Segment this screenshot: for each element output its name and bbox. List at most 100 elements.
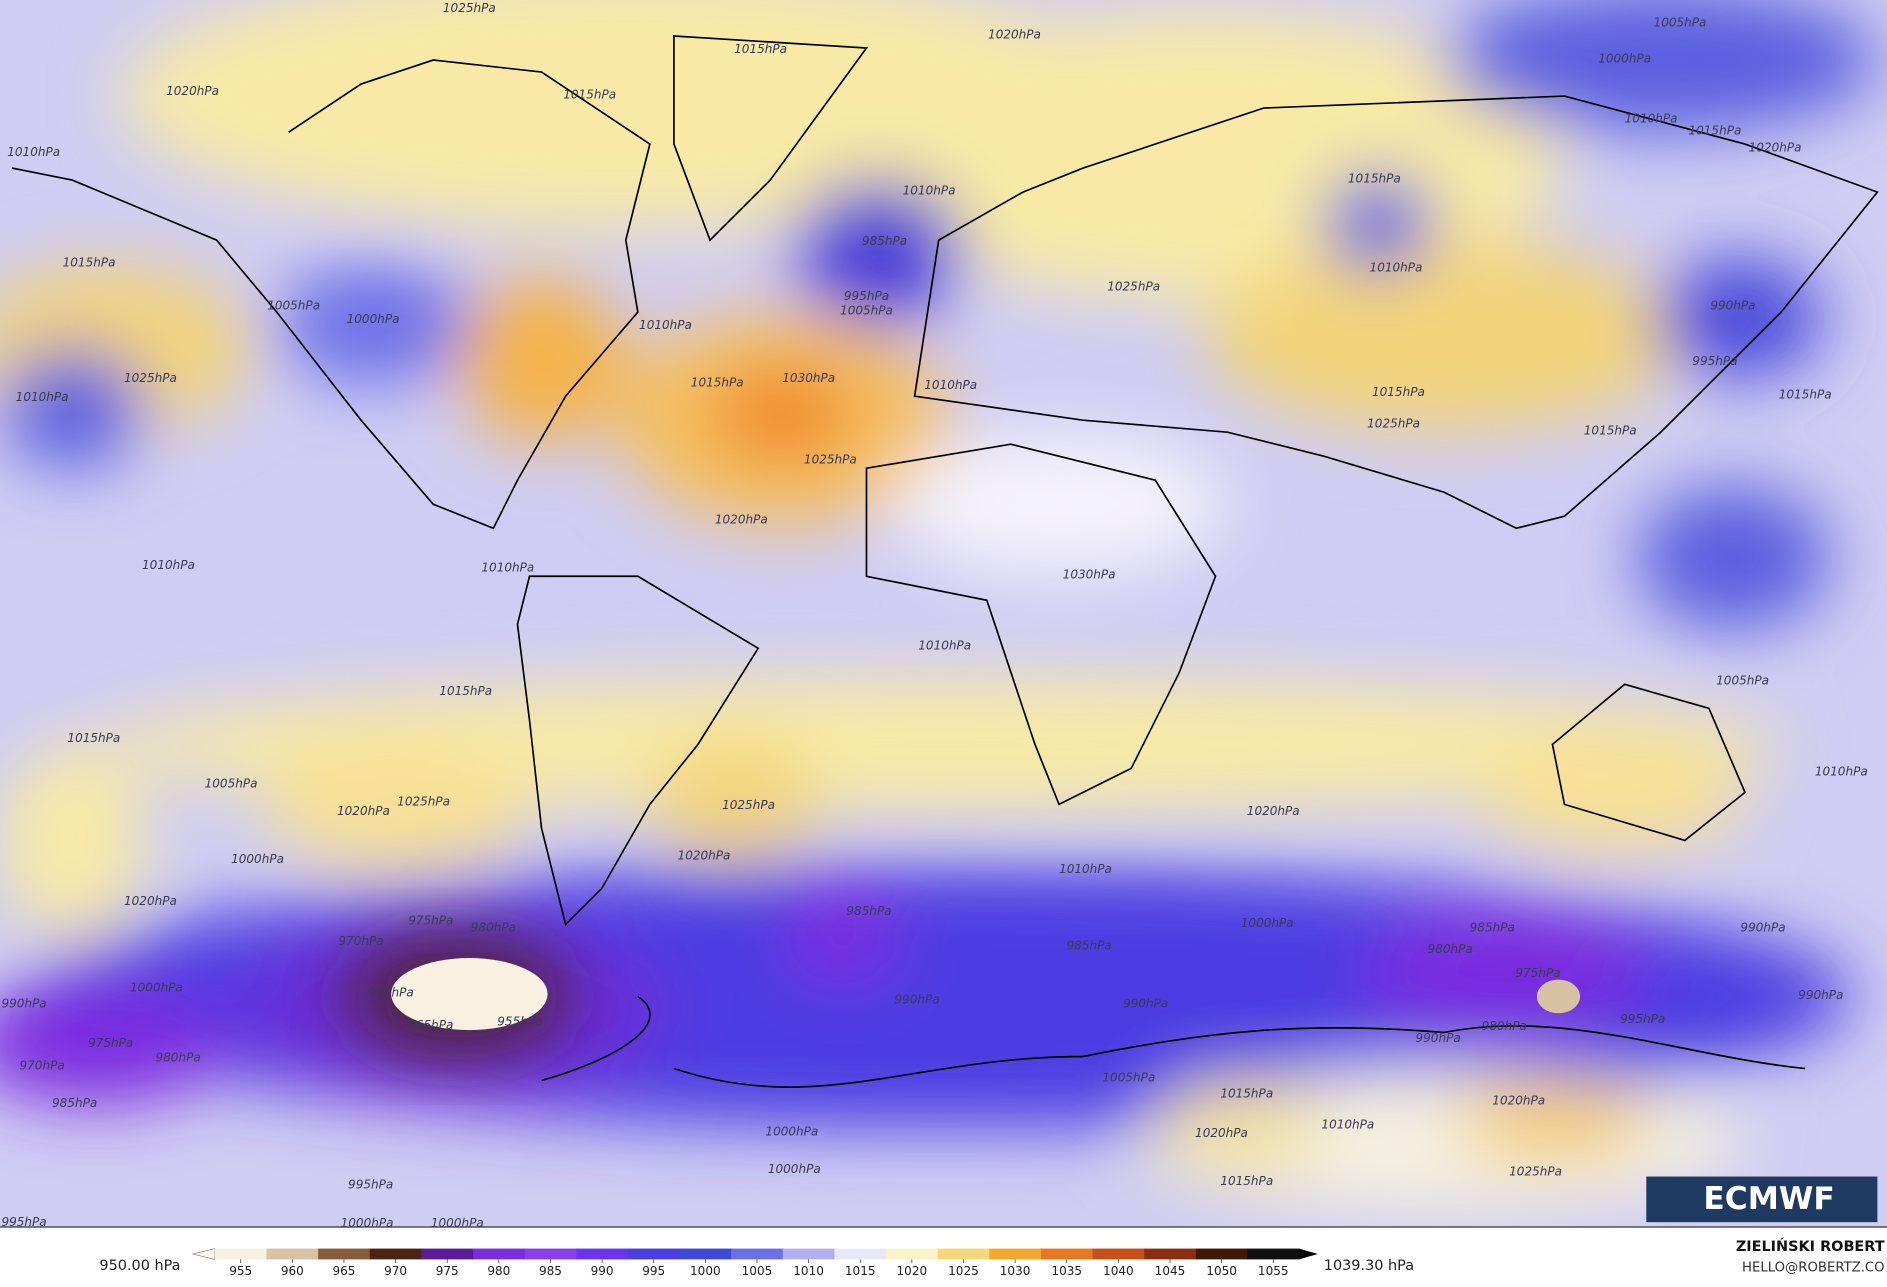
- credit-email: HELLO@ROBERTZ.CO: [1742, 1260, 1885, 1275]
- isobar-label: 980hPa: [1482, 1019, 1527, 1033]
- isobar-label: 990hPa: [1740, 921, 1785, 935]
- isobar-label: 1010hPa: [1321, 1118, 1374, 1132]
- isobar-label: 1010hPa: [639, 318, 692, 332]
- isobar-label: 1025hPa: [722, 798, 775, 812]
- isobar-label: 990hPa: [1123, 996, 1168, 1010]
- isobar-label: 1010hPa: [16, 390, 69, 404]
- isobar-label: 1005hPa: [1716, 673, 1769, 687]
- isobar-label: 1000hPa: [231, 852, 284, 866]
- colorbar-segment: [1040, 1248, 1094, 1260]
- isobar-label: 1015hPa: [67, 731, 120, 745]
- isobar-label: 965hPa: [408, 1018, 453, 1032]
- colorbar-segment: [421, 1248, 474, 1260]
- isobar-label: 990hPa: [1, 996, 46, 1010]
- isobar-label: 1020hPa: [1749, 140, 1802, 154]
- isobar-label: 1000hPa: [347, 312, 400, 326]
- isobar-label: 1025hPa: [1509, 1164, 1562, 1178]
- isobar-label: 1020hPa: [337, 804, 390, 818]
- isobar-label: 1015hPa: [1688, 123, 1741, 137]
- colorbar-segment: [937, 1248, 990, 1260]
- isobar-label: 990hPa: [1798, 988, 1843, 1002]
- isobar-label: 1020hPa: [166, 84, 219, 98]
- colorbar-tick-label: 1045: [1155, 1264, 1186, 1278]
- isobar-label: 995hPa: [1692, 354, 1737, 368]
- colorbar-segment: [731, 1248, 784, 1260]
- isobar-label: 1010hPa: [481, 560, 534, 574]
- colorbar-tick-label: 1030: [1000, 1264, 1031, 1278]
- colorbar-tick-label: 995: [642, 1264, 665, 1278]
- isobar-label: 1015hPa: [1220, 1086, 1273, 1100]
- isobar-label: 990hPa: [894, 993, 939, 1007]
- isobar-labels: 1025hPa 1020hPa 1005hPa 1000hPa 1015hPa 1015h…: [1, 1, 1867, 1230]
- colorbar-segment: [524, 1248, 577, 1260]
- isobar-label: 1010hPa: [1815, 765, 1868, 779]
- isobar-label: 1005hPa: [1102, 1071, 1155, 1085]
- colorbar-segment: [834, 1248, 887, 1260]
- isobar-label: 990hPa: [1416, 1031, 1461, 1045]
- isobar-label: 1000hPa: [768, 1162, 821, 1176]
- isobar-label: 985hPa: [862, 234, 907, 248]
- colorbar-min: 950.00 hPa: [99, 1258, 180, 1274]
- colorbar-tick-label: 1040: [1103, 1264, 1134, 1278]
- isobar-label: 1020hPa: [1247, 804, 1300, 818]
- isobar-label: 980hPa: [471, 921, 516, 935]
- isobar-label: 1020hPa: [1195, 1126, 1248, 1140]
- isobar-label: 1010hPa: [918, 639, 971, 653]
- isobar-label: 985hPa: [1470, 921, 1515, 935]
- colorbar-tick-label: 980: [487, 1264, 510, 1278]
- colorbar-tick-label: 1025: [948, 1264, 979, 1278]
- colorbar-segment: [473, 1248, 526, 1260]
- colorbar-tick-label: 1020: [897, 1264, 928, 1278]
- isobar-label: 1030hPa: [1063, 568, 1116, 582]
- isobar-label: 1030hPa: [782, 371, 835, 385]
- isobar-label: 970hPa: [338, 934, 383, 948]
- logo-box: [1646, 1176, 1878, 1223]
- colorbar-segment: [318, 1248, 371, 1260]
- isobar-label: 1015hPa: [63, 256, 116, 270]
- colorbar-end: [1299, 1248, 1318, 1260]
- colorbar-max: 1039.30 hPa: [1324, 1258, 1414, 1274]
- isobar-label: 985hPa: [1067, 939, 1112, 953]
- isobar-label: 1015hPa: [1779, 388, 1832, 402]
- colorbar-tick-label: 985: [539, 1264, 562, 1278]
- colorbar-segment: [1092, 1248, 1145, 1260]
- isobar-label: 1010hPa: [7, 145, 60, 159]
- colorbar-tick-label: 1035: [1051, 1264, 1082, 1278]
- colorbar-tick-label: 975: [436, 1264, 459, 1278]
- colorbar-tick-label: 1050: [1206, 1264, 1237, 1278]
- colorbar-segment: [886, 1248, 939, 1260]
- isobar-label: 1025hPa: [397, 795, 450, 809]
- isobar-label: 1000hPa: [431, 1216, 484, 1230]
- isobar-label: 1020hPa: [988, 27, 1041, 41]
- isobar-label: 1010hPa: [903, 184, 956, 198]
- isobar-label: 1015hPa: [1348, 171, 1401, 185]
- isobar-label: 1000hPa: [1241, 916, 1294, 930]
- colorbar-tick-label: 955: [229, 1264, 252, 1278]
- isobar-label: 1015hPa: [1584, 424, 1637, 438]
- isobar-label: 1010hPa: [1370, 260, 1423, 274]
- credit-name: ZIELIŃSKI ROBERT: [1736, 1237, 1885, 1255]
- isobar-label: 1010hPa: [142, 558, 195, 572]
- isobar-label: 1005hPa: [1654, 15, 1707, 29]
- isobar-label: 970hPa: [20, 1059, 65, 1073]
- colorbar-segment: [266, 1248, 319, 1260]
- isobar-label: 995hPa: [844, 289, 889, 303]
- isobar-label: 975hPa: [408, 913, 453, 927]
- colorbar-segment: [679, 1248, 732, 1260]
- colorbar-end: [192, 1248, 216, 1260]
- colorbar-segment: [1144, 1248, 1197, 1260]
- colorbar-segment: [627, 1248, 681, 1260]
- colorbar: 955 960 965 970 975 980 985 990 995 1000 1005 1010 1…: [192, 1248, 1318, 1278]
- colorbar-tick-label: 1010: [793, 1264, 824, 1278]
- logo: ECMWF: [1703, 1181, 1834, 1217]
- isobar-label: 975hPa: [1515, 966, 1560, 980]
- colorbar-tick-label: 965: [332, 1264, 355, 1278]
- isobar-label: 1025hPa: [443, 1, 496, 15]
- isobar-label: 995hPa: [1620, 1012, 1665, 1026]
- colorbar-segment: [1247, 1248, 1300, 1260]
- isobar-label: 995hPa: [348, 1178, 393, 1192]
- isobar-label: 1020hPa: [678, 849, 731, 863]
- isobar-label: 1015hPa: [1372, 385, 1425, 399]
- isobar-label: 1005hPa: [205, 777, 258, 791]
